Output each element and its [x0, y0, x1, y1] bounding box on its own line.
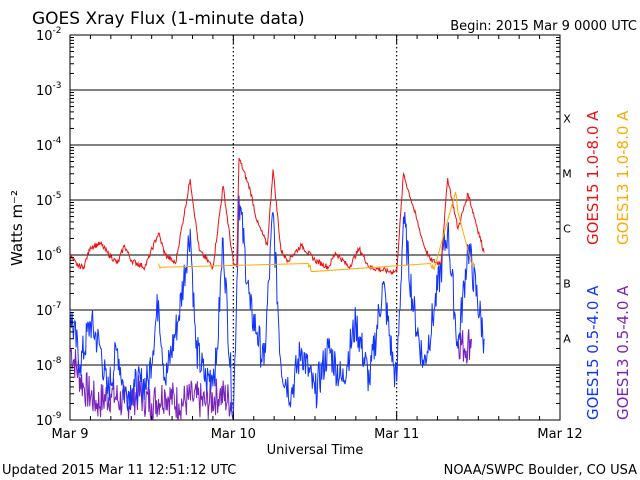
flare-class-m: M — [562, 168, 572, 181]
begin-time-label: Begin: 2015 Mar 9 0000 UTC — [450, 19, 637, 34]
y-tick-label: 10-4 — [36, 136, 62, 154]
legend-entry-goes15-0-5-4-0-a: GOES15 0.5-4.0 A — [584, 285, 602, 420]
y-tick-label-exponent: -3 — [53, 81, 62, 91]
y-tick-label-base: 10 — [36, 29, 53, 44]
flare-class-labels: A B C M X — [562, 113, 572, 346]
day-dividers — [232, 35, 398, 420]
tick-marks — [70, 35, 560, 420]
y-tick-label: 10-3 — [36, 81, 62, 99]
legend-entry-goes15-1-0-8-0-a: GOES15 1.0-8.0 A — [584, 110, 602, 245]
flare-class-x: X — [563, 113, 571, 126]
y-tick-label: 10-2 — [36, 26, 62, 44]
y-tick-labels: 10-910-810-710-610-510-410-310-2 — [36, 26, 62, 429]
y-tick-label-exponent: -9 — [53, 411, 62, 421]
y-tick-label-exponent: -6 — [53, 246, 62, 256]
y-tick-label: 10-8 — [36, 356, 62, 374]
y-tick-label-exponent: -7 — [53, 301, 62, 311]
chart-title: GOES Xray Flux (1-minute data) — [32, 9, 305, 29]
x-tick-label: Mar 11 — [374, 427, 419, 442]
series-line-goes15-0-5-4-0-a — [69, 195, 485, 421]
flare-class-c: C — [563, 223, 571, 236]
series-line-goes13-0-5-4-0-a — [69, 329, 472, 422]
y-tick-label-base: 10 — [36, 414, 53, 429]
y-tick-label-exponent: -4 — [53, 136, 62, 146]
flare-class-b: B — [563, 278, 571, 291]
y-tick-label: 10-6 — [36, 246, 62, 264]
y-tick-label-base: 10 — [36, 194, 53, 209]
y-tick-label-base: 10 — [36, 249, 53, 264]
legend-entry-goes13-0-5-4-0-a: GOES13 0.5-4.0 A — [614, 285, 632, 420]
x-axis-label: Universal Time — [267, 443, 364, 458]
y-tick-label-base: 10 — [36, 304, 53, 319]
x-tick-label: Mar 9 — [52, 427, 89, 442]
y-tick-label: 10-9 — [36, 411, 62, 429]
flare-class-a: A — [563, 333, 571, 346]
y-tick-label-base: 10 — [36, 139, 53, 154]
y-tick-label-base: 10 — [36, 359, 53, 374]
y-tick-label: 10-5 — [36, 191, 62, 209]
legend-entry-goes13-1-0-8-0-a: GOES13 1.0-8.0 A — [614, 110, 632, 245]
y-tick-label: 10-7 — [36, 301, 62, 319]
legend: GOES15 1.0-8.0 A GOES13 1.0-8.0 A GOES15 0… — [584, 110, 632, 420]
y-tick-label-base: 10 — [36, 84, 53, 99]
series-line-goes15-1-0-8-0-a — [69, 157, 485, 276]
y-axis-label: Watts m⁻² — [8, 190, 26, 266]
y-tick-label-exponent: -2 — [53, 26, 62, 36]
series-layer — [69, 157, 485, 422]
y-tick-label-exponent: -8 — [53, 356, 62, 366]
x-tick-label: Mar 12 — [537, 427, 582, 442]
x-tick-labels: Mar 9 Mar 10 Mar 11 Mar 12 — [52, 427, 583, 442]
series-line-goes13-1-0-8-0-a — [158, 191, 476, 273]
x-tick-label: Mar 10 — [211, 427, 256, 442]
updated-timestamp: Updated 2015 Mar 11 12:51:12 UTC — [2, 463, 236, 478]
data-source-label: NOAA/SWPC Boulder, CO USA — [444, 463, 637, 478]
y-tick-label-exponent: -5 — [53, 191, 62, 201]
